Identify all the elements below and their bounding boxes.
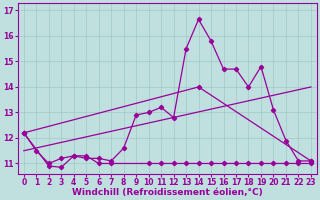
X-axis label: Windchill (Refroidissement éolien,°C): Windchill (Refroidissement éolien,°C) xyxy=(72,188,263,197)
